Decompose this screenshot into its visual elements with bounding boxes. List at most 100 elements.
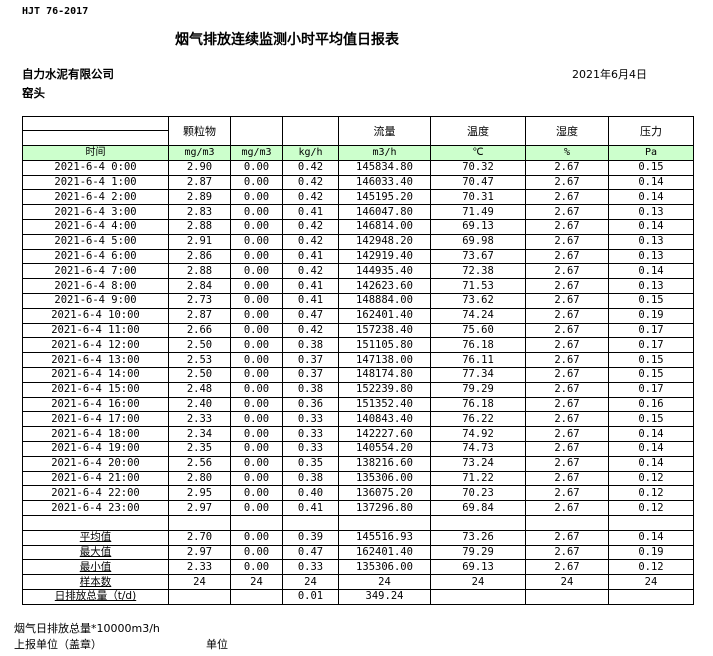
table-cell: 2021-6-4 19:00 (22, 440, 169, 457)
table-cell: 76.18 (430, 396, 526, 413)
table-cell: 69.13 (430, 218, 526, 235)
table-cell: 0.38 (282, 470, 339, 487)
report-title: 烟气排放连续监测小时平均值日报表 (175, 32, 399, 48)
table-cell: 2021-6-4 3:00 (22, 204, 169, 220)
table-row: 2021-6-4 2:00 2.89 0.00 0.42 145195.20 70.31 2… (22, 189, 694, 206)
table-cell: 147138.00 (338, 352, 431, 368)
stats-cell (525, 588, 609, 605)
table-cell: 75.60 (430, 322, 526, 339)
stats-cell: 24 (338, 574, 431, 590)
table-cell: 0.41 (282, 500, 339, 516)
stats-cell: 349.24 (338, 588, 431, 605)
table-cell: 2021-6-4 20:00 (22, 455, 169, 472)
table-cell: 0.16 (608, 396, 694, 413)
table-cell: 0.00 (230, 174, 283, 191)
table-cell: 2.67 (525, 470, 609, 487)
table-cell: 70.32 (430, 159, 526, 176)
table-cell: 2.56 (168, 455, 231, 472)
table-cell: 2.87 (168, 307, 231, 324)
stats-cell: 0.00 (230, 559, 283, 576)
table-cell: 2021-6-4 2:00 (22, 189, 169, 206)
stats-label-cell: 日排放总量（t/d) (22, 588, 169, 605)
empty-cell (168, 514, 231, 531)
table-cell: 0.00 (230, 381, 283, 398)
table-cell: 2.67 (525, 292, 609, 309)
empty-cell (608, 514, 694, 531)
table-row: 2021-6-4 0:00 2.90 0.00 0.42 145834.80 70.32 2… (22, 159, 694, 176)
table-cell: 2.91 (168, 233, 231, 250)
stats-cell (608, 588, 694, 605)
table-cell: 0.00 (230, 263, 283, 280)
table-cell: 2.67 (525, 381, 609, 398)
table-cell: 2021-6-4 22:00 (22, 485, 169, 502)
report-table: 颗粒物 流量 温度 湿度 压力 时间 mg/m3 mg/m3 kg/h m3/h ℃% Pa 2021-… (22, 116, 694, 605)
stats-cell: 0.01 (282, 588, 339, 605)
table-cell: 2.89 (168, 189, 231, 206)
table-cell: 0.33 (282, 411, 339, 428)
table-cell: 2.67 (525, 218, 609, 235)
table-cell: 146047.80 (338, 204, 431, 220)
table-cell: 73.67 (430, 248, 526, 265)
table-row: 2021-6-4 8:00 2.84 0.00 0.41 142623.60 71.53 2… (22, 278, 694, 294)
stats-label: 最小值 (79, 560, 112, 573)
table-cell: 146033.40 (338, 174, 431, 191)
table-cell: 0.42 (282, 159, 339, 176)
table-cell: 70.23 (430, 485, 526, 502)
stats-cell: 24 (430, 574, 526, 590)
table-cell: 2021-6-4 8:00 (22, 278, 169, 294)
table-cell: 148174.80 (338, 366, 431, 383)
table-cell: 0.00 (230, 440, 283, 457)
table-cell: 148884.00 (338, 292, 431, 309)
table-cell: 0.13 (608, 233, 694, 250)
table-cell: 0.00 (230, 322, 283, 339)
table-cell: 2.67 (525, 159, 609, 176)
stats-label-cell: 平均值 (22, 529, 169, 546)
table-cell: 2.95 (168, 485, 231, 502)
table-cell: 73.24 (430, 455, 526, 472)
header-divider (23, 130, 168, 131)
table-cell: 2021-6-4 16:00 (22, 396, 169, 413)
stats-cell: 2.70 (168, 529, 231, 546)
table-cell: 2.67 (525, 352, 609, 368)
table-cell: 2.67 (525, 278, 609, 294)
table-cell: 135306.00 (338, 470, 431, 487)
table-cell: 138216.60 (338, 455, 431, 472)
table-cell: 2.88 (168, 263, 231, 280)
table-cell: 145195.20 (338, 189, 431, 206)
table-cell: 2021-6-4 11:00 (22, 322, 169, 339)
table-cell: 2021-6-4 23:00 (22, 500, 169, 516)
stats-cell: 24 (282, 574, 339, 590)
column-header: 流量 (338, 116, 431, 146)
table-cell: 2021-6-4 12:00 (22, 337, 169, 354)
unit-name: 窑头 (22, 86, 45, 100)
table-cell: 0.14 (608, 189, 694, 206)
report-unit-label: 上报单位（盖章） (14, 638, 102, 651)
stats-row: 平均值 2.70 0.00 0.39 145516.93 73.26 2.67 0.14 (22, 529, 694, 546)
stats-cell: 145516.93 (338, 529, 431, 546)
table-cell: 0.33 (282, 440, 339, 457)
stats-cell: 24 (525, 574, 609, 590)
stats-cell: 0.00 (230, 544, 283, 561)
table-cell: 79.29 (430, 381, 526, 398)
company-name: 自力水泥有限公司 (22, 67, 114, 81)
table-cell: 2.67 (525, 307, 609, 324)
table-cell: 0.13 (608, 204, 694, 220)
table-cell: 2.90 (168, 159, 231, 176)
table-cell: 2021-6-4 21:00 (22, 470, 169, 487)
table-cell: 142919.40 (338, 248, 431, 265)
table-cell: 0.17 (608, 337, 694, 354)
table-cell: 0.00 (230, 426, 283, 442)
table-cell: 0.12 (608, 470, 694, 487)
table-row: 2021-6-4 4:00 2.88 0.00 0.42 146814.00 69.13 2… (22, 218, 694, 235)
stats-cell: 2.97 (168, 544, 231, 561)
table-cell: 136075.20 (338, 485, 431, 502)
stats-cell: 24 (608, 574, 694, 590)
table-row: 2021-6-4 13:00 2.53 0.00 0.37 147138.00 76.11… (22, 352, 694, 368)
table-cell: 0.00 (230, 248, 283, 265)
table-row: 2021-6-4 6:00 2.86 0.00 0.41 142919.40 73.67 2… (22, 248, 694, 265)
table-cell: 2.53 (168, 352, 231, 368)
table-cell: 0.14 (608, 218, 694, 235)
table-cell: 140554.20 (338, 440, 431, 457)
column-unit: mg/m3 (168, 145, 231, 161)
table-row: 2021-6-4 18:00 2.34 0.00 0.33 142227.60 74.92… (22, 426, 694, 442)
